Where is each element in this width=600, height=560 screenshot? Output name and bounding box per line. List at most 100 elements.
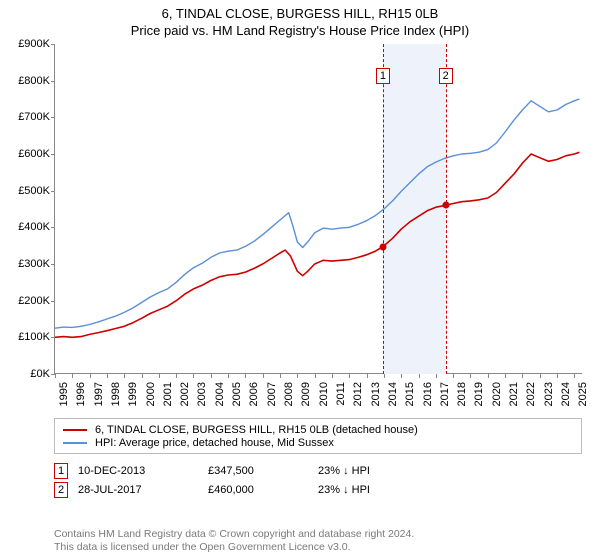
x-label: 1998 bbox=[110, 382, 122, 406]
x-tick bbox=[107, 374, 108, 378]
footer-line2: This data is licensed under the Open Gov… bbox=[54, 541, 582, 554]
y-tick bbox=[51, 154, 55, 155]
x-tick bbox=[280, 374, 281, 378]
y-label: £500K bbox=[18, 185, 50, 197]
sale-date: 28-JUL-2017 bbox=[78, 484, 198, 496]
x-tick bbox=[470, 374, 471, 378]
x-tick bbox=[72, 374, 73, 378]
x-label: 2010 bbox=[318, 382, 330, 406]
x-tick bbox=[436, 374, 437, 378]
y-tick bbox=[51, 81, 55, 82]
y-label: £300K bbox=[18, 258, 50, 270]
x-label: 2024 bbox=[560, 382, 572, 406]
x-tick bbox=[263, 374, 264, 378]
y-label: £900K bbox=[18, 38, 50, 50]
x-tick bbox=[245, 374, 246, 378]
y-label: £400K bbox=[18, 221, 50, 233]
x-tick bbox=[419, 374, 420, 378]
series-hpi bbox=[55, 99, 580, 328]
legend-item: HPI: Average price, detached house, Mid … bbox=[63, 437, 573, 449]
sale-marker-dot bbox=[442, 202, 449, 209]
sale-marker-box: 1 bbox=[376, 68, 390, 84]
sale-cmp: 23% ↓ HPI bbox=[318, 484, 438, 496]
page-title: 6, TINDAL CLOSE, BURGESS HILL, RH15 0LB bbox=[0, 6, 600, 21]
sale-marker-box: 2 bbox=[439, 68, 453, 84]
x-label: 2018 bbox=[456, 382, 468, 406]
x-label: 2000 bbox=[145, 382, 157, 406]
y-tick bbox=[51, 117, 55, 118]
legend-swatch bbox=[63, 442, 87, 444]
sale-idx: 1 bbox=[54, 463, 68, 479]
x-label: 2011 bbox=[335, 382, 347, 406]
sale-price: £460,000 bbox=[208, 484, 308, 496]
sale-marker-line bbox=[383, 44, 384, 374]
legend-item: 6, TINDAL CLOSE, BURGESS HILL, RH15 0LB … bbox=[63, 424, 573, 436]
y-tick bbox=[51, 227, 55, 228]
x-label: 2013 bbox=[370, 382, 382, 406]
y-label: £600K bbox=[18, 148, 50, 160]
sale-price: £347,500 bbox=[208, 465, 308, 477]
x-label: 2012 bbox=[352, 382, 364, 406]
x-label: 2006 bbox=[248, 382, 260, 406]
plot-area: 12 bbox=[54, 44, 582, 374]
y-tick bbox=[51, 337, 55, 338]
legend-label: HPI: Average price, detached house, Mid … bbox=[95, 437, 334, 449]
y-tick bbox=[51, 301, 55, 302]
legend-swatch bbox=[63, 429, 87, 431]
x-tick bbox=[453, 374, 454, 378]
x-tick bbox=[557, 374, 558, 378]
x-tick bbox=[124, 374, 125, 378]
y-label: £100K bbox=[18, 331, 50, 343]
y-label: £0K bbox=[30, 368, 50, 380]
x-tick bbox=[522, 374, 523, 378]
x-label: 2005 bbox=[231, 382, 243, 406]
x-label: 2017 bbox=[439, 382, 451, 406]
x-tick bbox=[401, 374, 402, 378]
x-label: 2025 bbox=[577, 382, 589, 406]
y-tick bbox=[51, 264, 55, 265]
x-label: 2004 bbox=[214, 382, 226, 406]
x-label: 1995 bbox=[58, 382, 70, 406]
x-label: 2007 bbox=[266, 382, 278, 406]
x-tick bbox=[505, 374, 506, 378]
x-label: 2021 bbox=[508, 382, 520, 406]
x-tick bbox=[90, 374, 91, 378]
x-tick bbox=[159, 374, 160, 378]
x-tick bbox=[488, 374, 489, 378]
sale-date: 10-DEC-2013 bbox=[78, 465, 198, 477]
x-label: 2023 bbox=[543, 382, 555, 406]
footer: Contains HM Land Registry data © Crown c… bbox=[54, 528, 582, 554]
x-tick bbox=[297, 374, 298, 378]
x-label: 1996 bbox=[75, 382, 87, 406]
y-tick bbox=[51, 191, 55, 192]
y-tick bbox=[51, 44, 55, 45]
y-label: £700K bbox=[18, 111, 50, 123]
x-tick bbox=[228, 374, 229, 378]
footer-line1: Contains HM Land Registry data © Crown c… bbox=[54, 528, 582, 541]
y-label: £800K bbox=[18, 75, 50, 87]
x-label: 1999 bbox=[127, 382, 139, 406]
sale-row: 228-JUL-2017£460,00023% ↓ HPI bbox=[54, 482, 582, 498]
series-price_paid bbox=[55, 152, 580, 337]
x-tick bbox=[193, 374, 194, 378]
x-tick bbox=[176, 374, 177, 378]
x-label: 2003 bbox=[196, 382, 208, 406]
x-label: 1997 bbox=[93, 382, 105, 406]
legend-label: 6, TINDAL CLOSE, BURGESS HILL, RH15 0LB … bbox=[95, 424, 418, 436]
x-tick bbox=[349, 374, 350, 378]
x-label: 2009 bbox=[300, 382, 312, 406]
chart-lines bbox=[55, 44, 583, 374]
y-label: £200K bbox=[18, 295, 50, 307]
x-label: 2002 bbox=[179, 382, 191, 406]
x-tick bbox=[574, 374, 575, 378]
page-subtitle: Price paid vs. HM Land Registry's House … bbox=[0, 23, 600, 38]
x-tick bbox=[367, 374, 368, 378]
x-label: 2015 bbox=[404, 382, 416, 406]
x-tick bbox=[315, 374, 316, 378]
x-tick bbox=[142, 374, 143, 378]
x-tick bbox=[55, 374, 56, 378]
x-label: 2014 bbox=[387, 382, 399, 406]
x-tick bbox=[540, 374, 541, 378]
x-label: 2008 bbox=[283, 382, 295, 406]
x-tick bbox=[211, 374, 212, 378]
